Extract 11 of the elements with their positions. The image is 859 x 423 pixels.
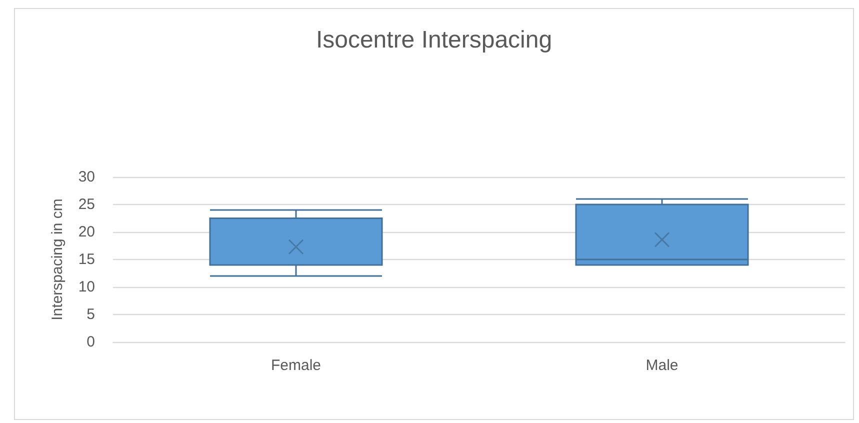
y-tick-label: 0 bbox=[86, 334, 95, 350]
y-tick-label: 20 bbox=[78, 224, 95, 240]
y-tick-label: 5 bbox=[86, 306, 95, 323]
y-tick-label: 15 bbox=[78, 251, 95, 268]
y-tick-label: 25 bbox=[78, 196, 95, 213]
y-tick-label: 30 bbox=[78, 168, 95, 186]
x-tick-label: Female bbox=[270, 357, 322, 374]
chart-title: Isocentre Interspacing bbox=[316, 26, 552, 54]
x-tick-label: Male bbox=[646, 357, 678, 374]
y-axis-title: Interspacing in cm bbox=[49, 198, 66, 320]
y-tick-label: 10 bbox=[78, 278, 95, 296]
